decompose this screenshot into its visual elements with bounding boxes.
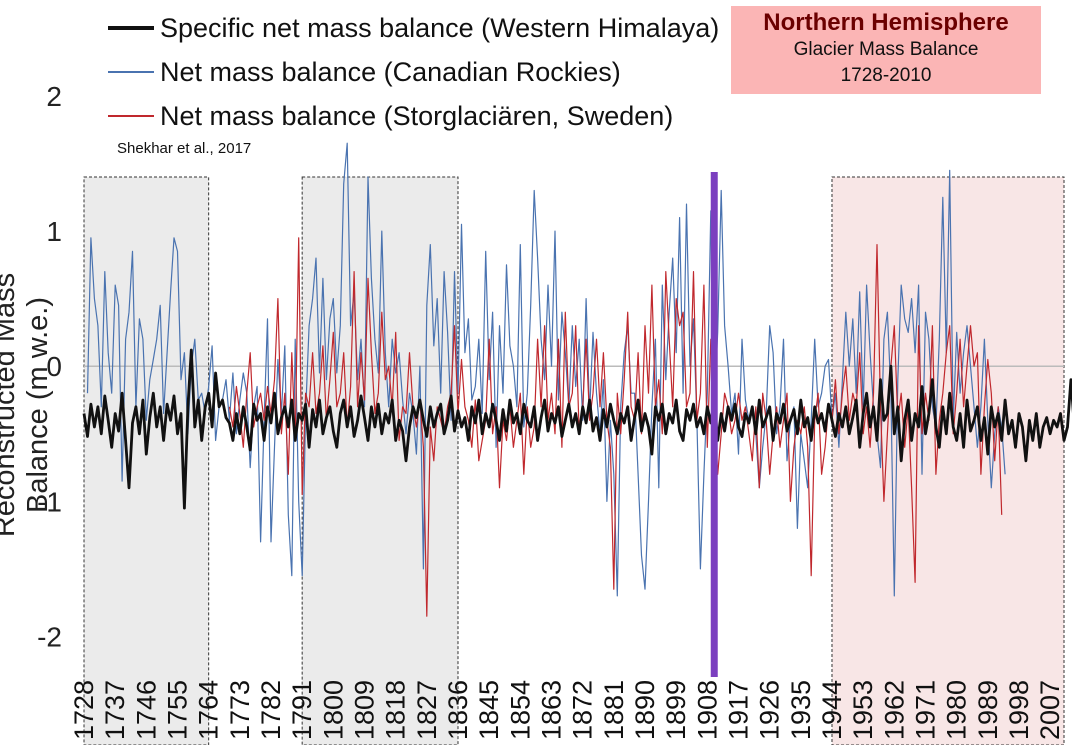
shaded-periods <box>83 176 1065 745</box>
x-tick-label: 1827 <box>412 680 442 740</box>
series-line-rockies <box>86 142 1006 597</box>
y-tick-labels: -2 -1 0 1 2 <box>37 81 62 653</box>
legend: Specific net mass balance (Western Himal… <box>108 6 719 138</box>
legend-label-sweden: Net mass balance (Storglaciären, Sweden) <box>160 100 674 131</box>
y-tick-label: 1 <box>46 216 62 247</box>
x-tick-label: 1800 <box>318 680 348 740</box>
x-tick-labels: 1728 1737 1746 1755 1764 1773 1782 1791 1800 1809… <box>69 680 1065 740</box>
legend-item-himalaya: Specific net mass balance (Western Himal… <box>108 6 719 50</box>
x-tick-label: 1998 <box>1004 680 1034 740</box>
legend-swatch-sweden <box>108 115 154 117</box>
x-tick-label: 1944 <box>817 680 847 740</box>
x-tick-label: 1917 <box>723 680 753 740</box>
y-tick-label: -1 <box>37 486 62 517</box>
x-tick-label: 1971 <box>910 680 940 740</box>
x-tick-label: 1791 <box>287 680 317 740</box>
legend-swatch-himalaya <box>108 26 154 30</box>
shaded-period-0 <box>83 176 210 745</box>
series-line-sweden <box>228 237 1003 617</box>
x-tick-label: 1899 <box>661 680 691 740</box>
x-tick-label: 1980 <box>942 680 972 740</box>
x-tick-label: 1818 <box>381 680 411 740</box>
legend-item-sweden: Net mass balance (Storglaciären, Sweden) <box>108 94 719 138</box>
source-citation: Shekhar et al., 2017 <box>117 140 252 157</box>
shaded-period-1 <box>301 176 459 745</box>
x-tick-label: 1764 <box>194 680 224 740</box>
series-line-himalaya <box>82 348 1072 510</box>
title-box: Northern Hemisphere Glacier Mass Balance… <box>731 6 1041 94</box>
x-tick-label: 1746 <box>131 680 161 740</box>
x-tick-label: 1737 <box>100 680 130 740</box>
y-axis-label: Reconstructed Mass Balance (m w.e.) <box>0 272 54 538</box>
x-tick-label: 1773 <box>225 680 255 740</box>
x-tick-label: 1809 <box>349 680 379 740</box>
x-tick-label: 1836 <box>443 680 473 740</box>
x-tick-label: 1953 <box>848 680 878 740</box>
series-lines <box>82 142 1072 617</box>
x-tick-label: 1728 <box>69 680 99 740</box>
x-tick-label: 1854 <box>505 680 535 740</box>
legend-swatch-rockies <box>108 71 154 73</box>
x-tick-label: 1845 <box>474 680 504 740</box>
chart-subtitle-line-2: 1728-2010 <box>840 65 932 86</box>
y-tick-label: 0 <box>46 351 62 382</box>
legend-item-rockies: Net mass balance (Canadian Rockies) <box>108 50 719 94</box>
x-tick-label: 1962 <box>879 680 909 740</box>
x-tick-label: 1782 <box>256 680 286 740</box>
x-tick-label: 1872 <box>568 680 598 740</box>
x-tick-label: 1935 <box>786 680 816 740</box>
chart-title: Northern Hemisphere <box>763 9 1009 36</box>
x-tick-label: 1926 <box>755 680 785 740</box>
y-tick-label: -2 <box>37 621 62 652</box>
legend-label-rockies: Net mass balance (Canadian Rockies) <box>160 56 621 87</box>
x-tick-label: 1908 <box>692 680 722 740</box>
x-tick-label: 1755 <box>162 680 192 740</box>
x-tick-label: 1863 <box>536 680 566 740</box>
chart-subtitle-line-1: Glacier Mass Balance <box>793 39 979 60</box>
legend-label-himalaya: Specific net mass balance (Western Himal… <box>160 12 720 43</box>
x-tick-label: 1989 <box>973 680 1003 740</box>
x-tick-label: 1890 <box>630 680 660 740</box>
x-tick-label: 1881 <box>599 680 629 740</box>
x-tick-label: 2007 <box>1035 680 1065 740</box>
y-tick-label: 2 <box>46 81 62 112</box>
